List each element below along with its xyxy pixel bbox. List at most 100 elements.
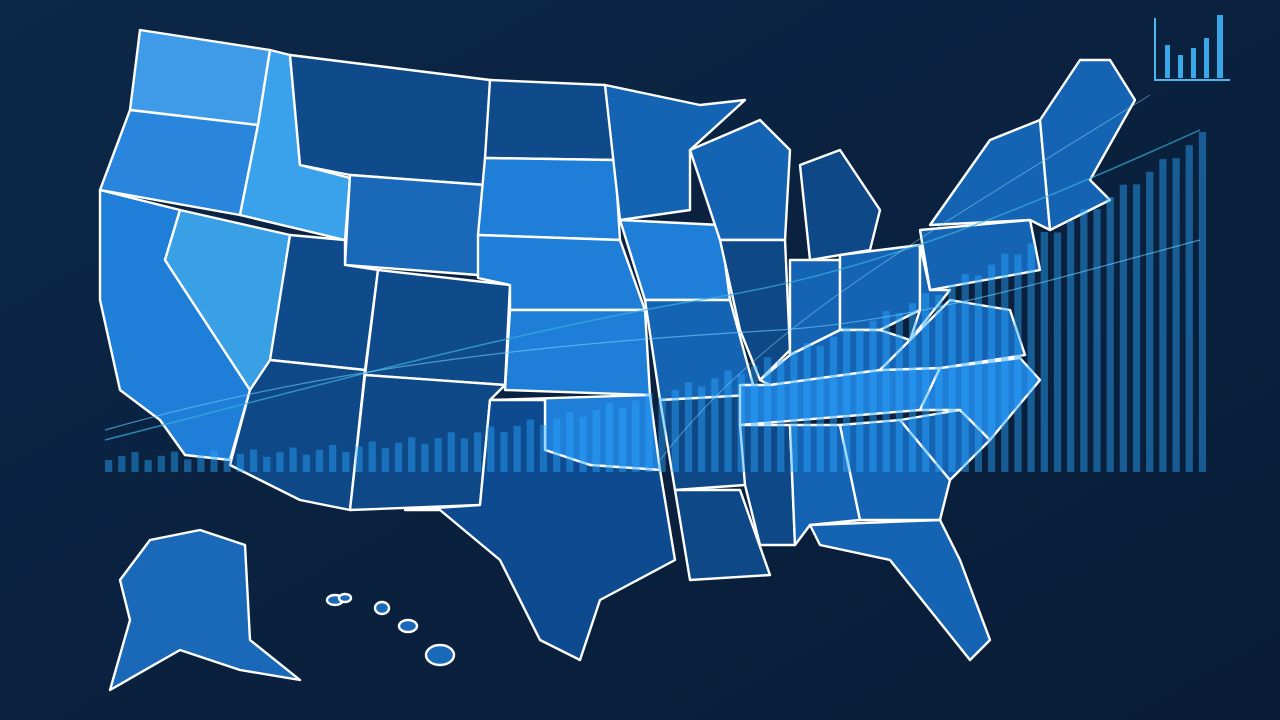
decorative-bar [131, 451, 139, 472]
decorative-bar [460, 438, 469, 472]
state-shape [228, 358, 367, 512]
state-shape [483, 78, 617, 162]
decorative-bar [553, 418, 561, 472]
trend-line [659, 94, 1151, 461]
state-shape [738, 423, 797, 547]
state-shape [808, 518, 992, 662]
decorative-bar [315, 449, 324, 472]
icon-bar [1165, 45, 1170, 78]
decorative-bar [355, 446, 363, 472]
decorative-bar [105, 460, 113, 472]
decorative-bar [1146, 171, 1154, 472]
trend-line [104, 239, 1201, 431]
decorative-bar [487, 426, 495, 472]
decorative-bar [698, 386, 706, 472]
state-shape [798, 148, 882, 262]
island-shape [397, 618, 419, 634]
state-shape [343, 173, 487, 277]
decorative-bar [447, 432, 455, 472]
trend-line [104, 129, 1201, 441]
decorative-bar [210, 450, 218, 472]
decorative-bar [1067, 220, 1075, 472]
decorative-bar [513, 425, 521, 472]
decorative-bar [816, 345, 824, 472]
decorative-bar [618, 407, 627, 472]
decorative-bars [105, 132, 1207, 473]
decorative-bar [276, 452, 284, 472]
icon-bar [1204, 38, 1209, 78]
decorative-bar [922, 293, 930, 472]
decorative-bar [1185, 145, 1193, 472]
decorative-bar [645, 393, 653, 472]
decorative-bar [790, 351, 798, 472]
icon-bar [1191, 48, 1196, 78]
decorative-bar [1093, 209, 1101, 472]
decorative-bar [1080, 209, 1088, 472]
decorative-bar [724, 370, 732, 472]
decorative-bar [763, 357, 772, 472]
decorative-bar [632, 400, 640, 472]
decorative-bar [908, 303, 917, 472]
decorative-bar [368, 441, 376, 472]
state-shape [476, 156, 622, 242]
state-shape [838, 243, 922, 332]
decorative-bar [1001, 253, 1009, 472]
decorative-lines [104, 94, 1201, 461]
decorative-bar [184, 459, 192, 472]
state-shape [918, 218, 1042, 292]
decorative-bar [223, 458, 231, 472]
decorative-bar [342, 451, 350, 472]
decorative-bar [1014, 254, 1022, 472]
icon-bar [1178, 55, 1183, 78]
state-shape [688, 118, 792, 242]
decorative-bar [1119, 184, 1127, 473]
island-shape [373, 600, 391, 616]
decorative-bar [592, 409, 600, 472]
decorative-bar [829, 336, 838, 472]
decorative-bar [1159, 159, 1167, 472]
decorative-bar [803, 342, 811, 472]
decorative-bar [302, 454, 310, 472]
decorative-bar [711, 378, 719, 472]
state-shape [878, 298, 1027, 372]
state-shape [108, 528, 302, 692]
decorative-bar [777, 360, 785, 472]
decorative-bar [421, 443, 429, 472]
decorative-bar [579, 416, 587, 472]
decorative-bar [408, 437, 416, 472]
decorative-bar [671, 389, 679, 472]
state-shape [1038, 58, 1137, 232]
decorative-bar [856, 330, 864, 472]
decorative-bar [935, 294, 943, 472]
decorative-bar [882, 310, 890, 472]
decorative-bar [684, 382, 693, 472]
decorative-bar [961, 274, 969, 472]
decorative-bar [381, 448, 389, 472]
decorative-bar [394, 442, 403, 472]
decorative-bar [895, 313, 903, 472]
decorative-bar [289, 447, 297, 472]
decorative-bar [526, 419, 534, 472]
decorative-bar [1053, 232, 1062, 472]
decorative-bar [329, 444, 337, 472]
chart-icon [1154, 15, 1230, 81]
decorative-bar [658, 397, 666, 472]
decorative-bar [1132, 184, 1141, 472]
state-shape [673, 488, 772, 582]
icon-bar [1217, 15, 1223, 78]
decorative-bar [197, 455, 205, 472]
decorative-bar [1172, 158, 1180, 472]
decorative-bar [750, 365, 758, 472]
decorative-bar [236, 454, 245, 472]
decorative-bar [1027, 243, 1035, 472]
decorative-bar [157, 455, 165, 472]
decorative-bar [987, 264, 996, 472]
decorative-bar [249, 449, 258, 472]
decorative-bar [263, 456, 271, 472]
decorative-bar [605, 402, 614, 472]
decorative-bar [170, 451, 179, 472]
island-shape [337, 592, 353, 604]
